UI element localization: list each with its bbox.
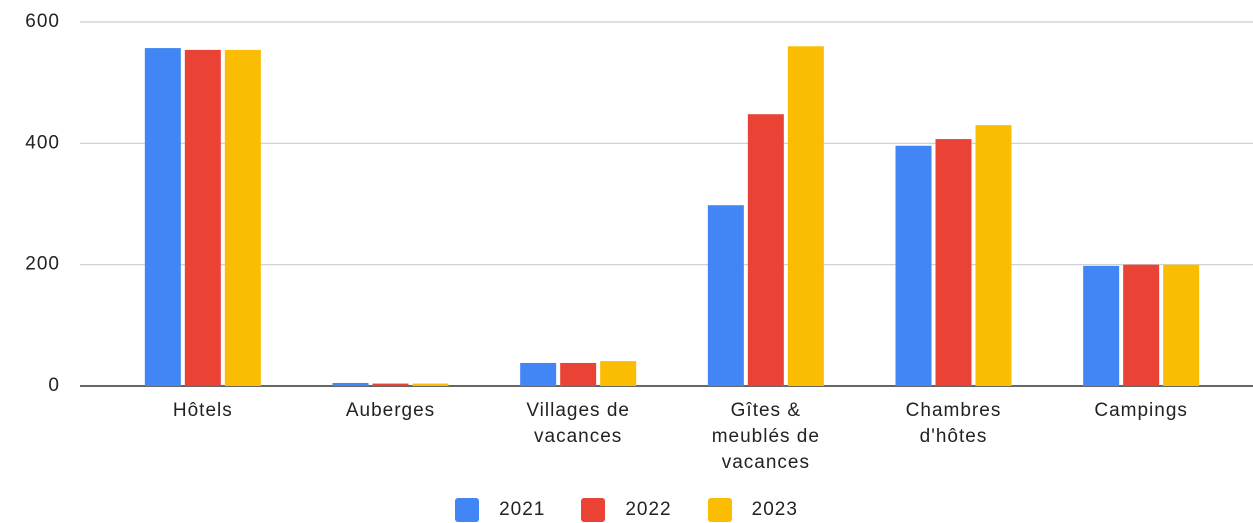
x-tick-label: Gîtes & meublés de vacances (711, 400, 820, 473)
legend-item: 2021 (455, 498, 545, 522)
legend-item: 2022 (581, 498, 671, 522)
bar (184, 49, 221, 386)
legend-item: 2023 (707, 498, 798, 522)
bar (787, 46, 824, 387)
bar (224, 49, 261, 386)
bar (372, 383, 409, 386)
x-tick-label: Villages de vacances (526, 400, 630, 447)
legend-swatch (581, 498, 606, 522)
bar (412, 383, 449, 386)
legend-label: 2021 (499, 499, 546, 520)
bar (1083, 265, 1120, 386)
bar (600, 361, 637, 386)
x-tick-label: Auberges (345, 400, 436, 421)
legend-swatch (455, 498, 480, 522)
bar (935, 139, 972, 386)
x-tick-label: Hôtels (172, 400, 233, 421)
legend-swatch (707, 498, 732, 522)
legend: 2021 2022 2023 (0, 498, 1253, 522)
bar (332, 382, 369, 386)
y-tick-label: 600 (25, 11, 60, 32)
legend-label: 2022 (625, 499, 672, 520)
bar (747, 114, 784, 387)
x-tick-label: Chambres d'hôtes (905, 400, 1002, 447)
bar (560, 362, 597, 386)
bar (1163, 264, 1200, 386)
y-tick-label: 400 (25, 132, 60, 153)
bar (144, 48, 181, 386)
bar (975, 125, 1012, 386)
x-tick-label: Campings (1094, 400, 1188, 421)
y-tick-label: 200 (25, 254, 60, 275)
y-tick-label: 0 (48, 375, 60, 396)
bar (1123, 264, 1160, 386)
legend-label: 2023 (751, 499, 798, 520)
bar (895, 145, 932, 386)
bar (707, 205, 744, 386)
bar (520, 362, 557, 386)
